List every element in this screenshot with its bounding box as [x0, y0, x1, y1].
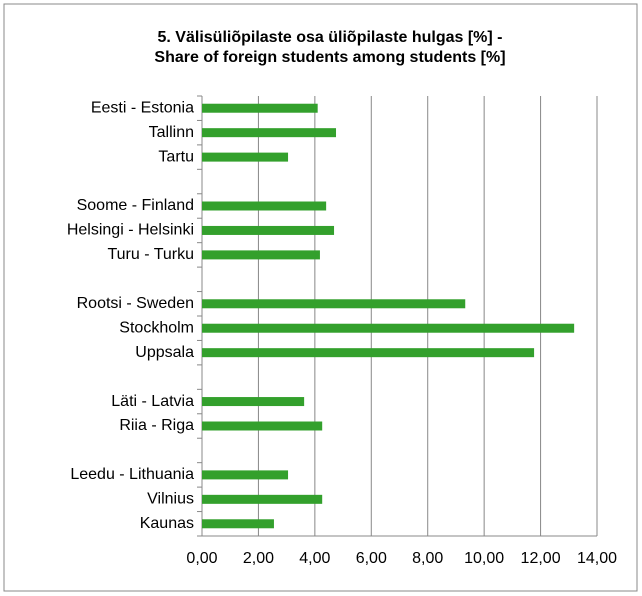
bar — [202, 103, 318, 113]
x-tick-label: 8,00 — [412, 550, 443, 567]
bar — [202, 201, 327, 211]
bar — [202, 470, 289, 480]
chart-title: Share of foreign students among students… — [154, 49, 505, 66]
x-tick-label: 12,00 — [521, 550, 561, 567]
y-tick-label: Rootsi - Sweden — [77, 295, 194, 312]
y-tick-label: Vilnius — [147, 491, 194, 508]
y-tick-label: Tallinn — [149, 124, 194, 141]
x-tick-label: 6,00 — [356, 550, 387, 567]
y-tick-label: Riia - Riga — [119, 417, 194, 434]
bar — [202, 421, 323, 431]
bar — [202, 250, 320, 260]
chart-title: 5. Välisüliõpilaste osa üliõpilaste hulg… — [158, 29, 503, 46]
x-tick-label: 4,00 — [299, 550, 330, 567]
chart-frame — [3, 3, 638, 592]
bar — [202, 494, 323, 504]
bar — [202, 128, 337, 138]
x-tick-label: 0,00 — [186, 550, 217, 567]
y-tick-label: Tartu — [158, 148, 194, 165]
bar — [202, 323, 575, 333]
bar — [202, 397, 305, 407]
y-tick-label: Leedu - Lithuania — [70, 466, 194, 483]
y-tick-label: Soome - Finland — [77, 197, 194, 214]
x-tick-label: 10,00 — [464, 550, 504, 567]
y-tick-label: Kaunas — [140, 515, 194, 532]
y-tick-label: Uppsala — [135, 344, 194, 361]
y-tick-label: Eesti - Estonia — [91, 99, 194, 116]
bar — [202, 519, 274, 529]
y-tick-label: Turu - Turku — [107, 246, 194, 263]
bar — [202, 348, 535, 358]
y-tick-label: Stockholm — [119, 319, 194, 336]
x-tick-label: 14,00 — [577, 550, 617, 567]
y-tick-label: Läti - Latvia — [111, 393, 194, 410]
y-tick-label: Helsingi - Helsinki — [67, 222, 194, 239]
bar — [202, 299, 466, 309]
x-tick-label: 2,00 — [243, 550, 274, 567]
bar — [202, 152, 289, 162]
bar — [202, 225, 335, 235]
